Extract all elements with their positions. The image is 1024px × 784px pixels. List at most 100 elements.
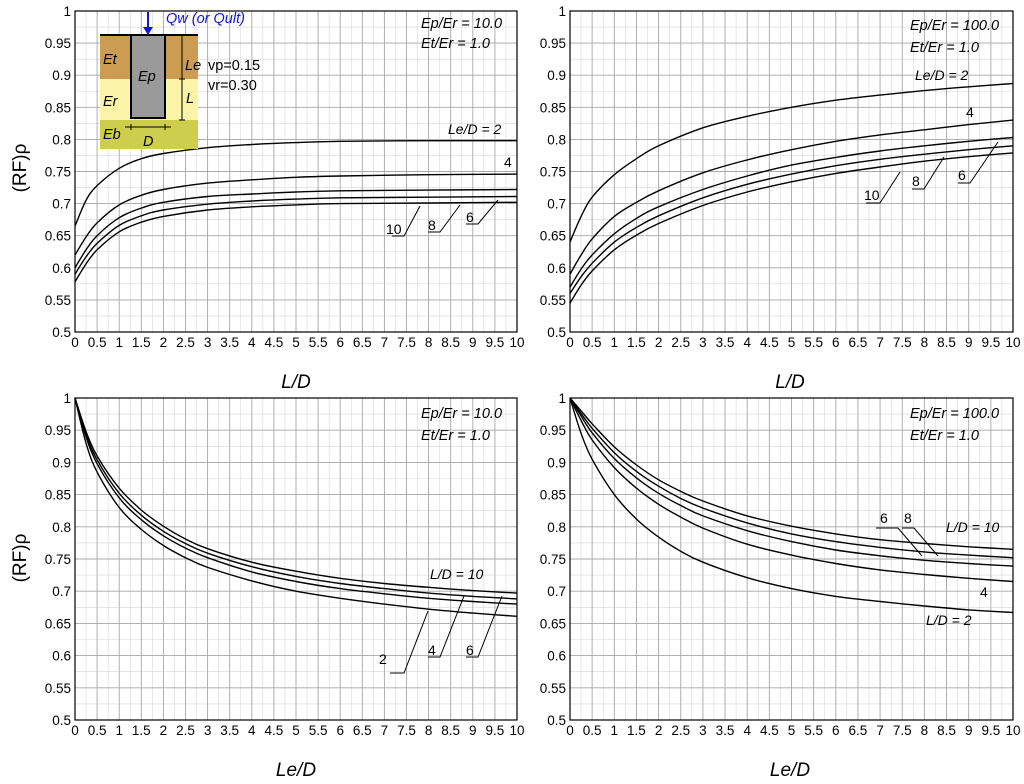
- curve-label: 8: [912, 173, 920, 189]
- series-line: [569, 82, 1014, 243]
- y-tick-label: 0.55: [540, 681, 566, 696]
- x-tick-label: 9.5: [486, 335, 505, 350]
- series-line: [74, 188, 518, 269]
- y-tick-label: 0.85: [45, 100, 71, 115]
- y-tick-label: 0.65: [45, 616, 71, 631]
- x-tick-label: 0.5: [88, 723, 107, 738]
- x-tick-label: 9.5: [486, 723, 505, 738]
- arrowhead-icon: [143, 27, 153, 35]
- curve-label: L/D = 2: [926, 612, 972, 628]
- series-line: [74, 397, 518, 600]
- curve-label: Le/D = 2: [915, 67, 969, 83]
- x-tick-label: 2.5: [671, 723, 690, 738]
- y-tick-label: 0.85: [540, 100, 566, 115]
- y-tick-label: 0.95: [45, 423, 71, 438]
- x-tick-label: 3.5: [220, 723, 239, 738]
- curve-label: 4: [980, 584, 988, 600]
- x-tick-label: 6: [832, 335, 840, 350]
- x-tick-label: 8.5: [937, 723, 956, 738]
- x-tick-label: 9: [965, 335, 973, 350]
- curve-label: 10: [386, 221, 402, 237]
- x-tick-label: 9: [965, 723, 973, 738]
- y-tick-label: 0.7: [547, 197, 566, 212]
- curve-label: 2: [379, 651, 387, 667]
- y-tick-label: 1: [63, 391, 71, 406]
- leader-line: [428, 595, 465, 658]
- x-tick-label: 8: [425, 723, 433, 738]
- x-tick-label: 8: [921, 335, 929, 350]
- xlabel: L/D: [281, 372, 311, 393]
- panel-top-right: 0 0.5 1 1.5 2 2.5 3 3.5 4 4.5 5 5.5 6 6.5 7 7.5 8 8.5 9 9.5…: [540, 4, 1021, 393]
- curve-label: 4: [428, 642, 436, 658]
- y-tick-label: 0.55: [540, 293, 566, 308]
- y-tick-label: 0.75: [540, 552, 566, 567]
- curve-label: 8: [904, 510, 912, 526]
- bottom-soil-layer: [100, 120, 198, 149]
- y-tick-label: 0.65: [540, 616, 566, 631]
- x-tick-label: 5: [292, 335, 300, 350]
- y-tick-label: 0.55: [45, 293, 71, 308]
- x-tick-label: 8.5: [441, 723, 460, 738]
- x-tick-label: 7.5: [893, 335, 912, 350]
- pile-schematic-inset: Qw (or Qult) Ep Et Er Eb Le L D vp=0.15 …: [100, 11, 260, 150]
- x-tick-label: 8: [921, 723, 929, 738]
- y-tick-label: 0.9: [52, 68, 71, 83]
- x-tick-label: 5.5: [309, 335, 328, 350]
- y-tick-label: 1: [63, 4, 71, 19]
- y-tick-label: 0.8: [52, 520, 71, 535]
- series-line: [569, 397, 1014, 559]
- x-tick-label: 7: [381, 723, 389, 738]
- y-tick-label: 0.5: [547, 325, 566, 340]
- y-tick-label: 0.7: [547, 584, 566, 599]
- ylabel: (RF)ρ: [10, 143, 31, 192]
- y-tick-label: 0.75: [45, 165, 71, 180]
- x-tick-label: 5.5: [804, 335, 823, 350]
- y-tick-label: 0.95: [45, 36, 71, 51]
- x-tick-label: 6.5: [353, 723, 372, 738]
- plot-frame: [74, 397, 518, 721]
- x-tick-label: 5: [788, 335, 796, 350]
- x-tick-label: 3: [699, 723, 707, 738]
- x-tick-label: 1.5: [132, 723, 151, 738]
- pile: [130, 34, 166, 119]
- series-line: [74, 397, 518, 594]
- pile-modulus-label: Ep: [138, 69, 156, 85]
- y-tick-label: 0.85: [45, 488, 71, 503]
- plot-frame: [569, 397, 1014, 721]
- y-tick-label: 0.8: [52, 132, 71, 147]
- x-tick-label: 7.5: [397, 335, 416, 350]
- x-tick-label: 10: [509, 335, 524, 350]
- param-label-2: Et/Er = 1.0: [421, 428, 490, 444]
- x-tick-label: 7: [876, 335, 884, 350]
- y-tick-label: 0.9: [547, 455, 566, 470]
- x-tick-label: 4: [248, 723, 256, 738]
- x-tick-label: 7.5: [893, 723, 912, 738]
- x-tick-label: 4.5: [265, 335, 284, 350]
- x-tick-label: 4: [743, 723, 751, 738]
- x-tick-label: 5.5: [804, 723, 823, 738]
- x-tick-label: 6: [336, 723, 344, 738]
- y-tick-label: 0.9: [547, 68, 566, 83]
- diameter-label: D: [143, 134, 153, 150]
- y-tick-label: 1: [558, 4, 566, 19]
- x-tick-label: 6.5: [353, 335, 372, 350]
- series-line: [74, 173, 518, 256]
- x-tick-label: 7: [381, 335, 389, 350]
- y-tick-label: 1: [558, 391, 566, 406]
- x-tick-label: 3: [699, 335, 707, 350]
- x-tick-label: 8.5: [937, 335, 956, 350]
- x-tick-label: 7: [876, 723, 884, 738]
- x-tick-label: 4.5: [265, 723, 284, 738]
- x-tick-label: 1: [115, 723, 123, 738]
- y-tick-label: 0.65: [540, 229, 566, 244]
- series-line: [569, 397, 1014, 550]
- curve-label: 6: [466, 209, 474, 225]
- y-tick-label: 0.6: [547, 649, 566, 664]
- leader-line: [392, 205, 421, 237]
- x-tick-label: 1: [611, 335, 619, 350]
- x-tick-label: 9.5: [981, 335, 1000, 350]
- x-tick-label: 0: [566, 723, 574, 738]
- curve-label: 10: [864, 187, 880, 203]
- series-line: [569, 136, 1014, 288]
